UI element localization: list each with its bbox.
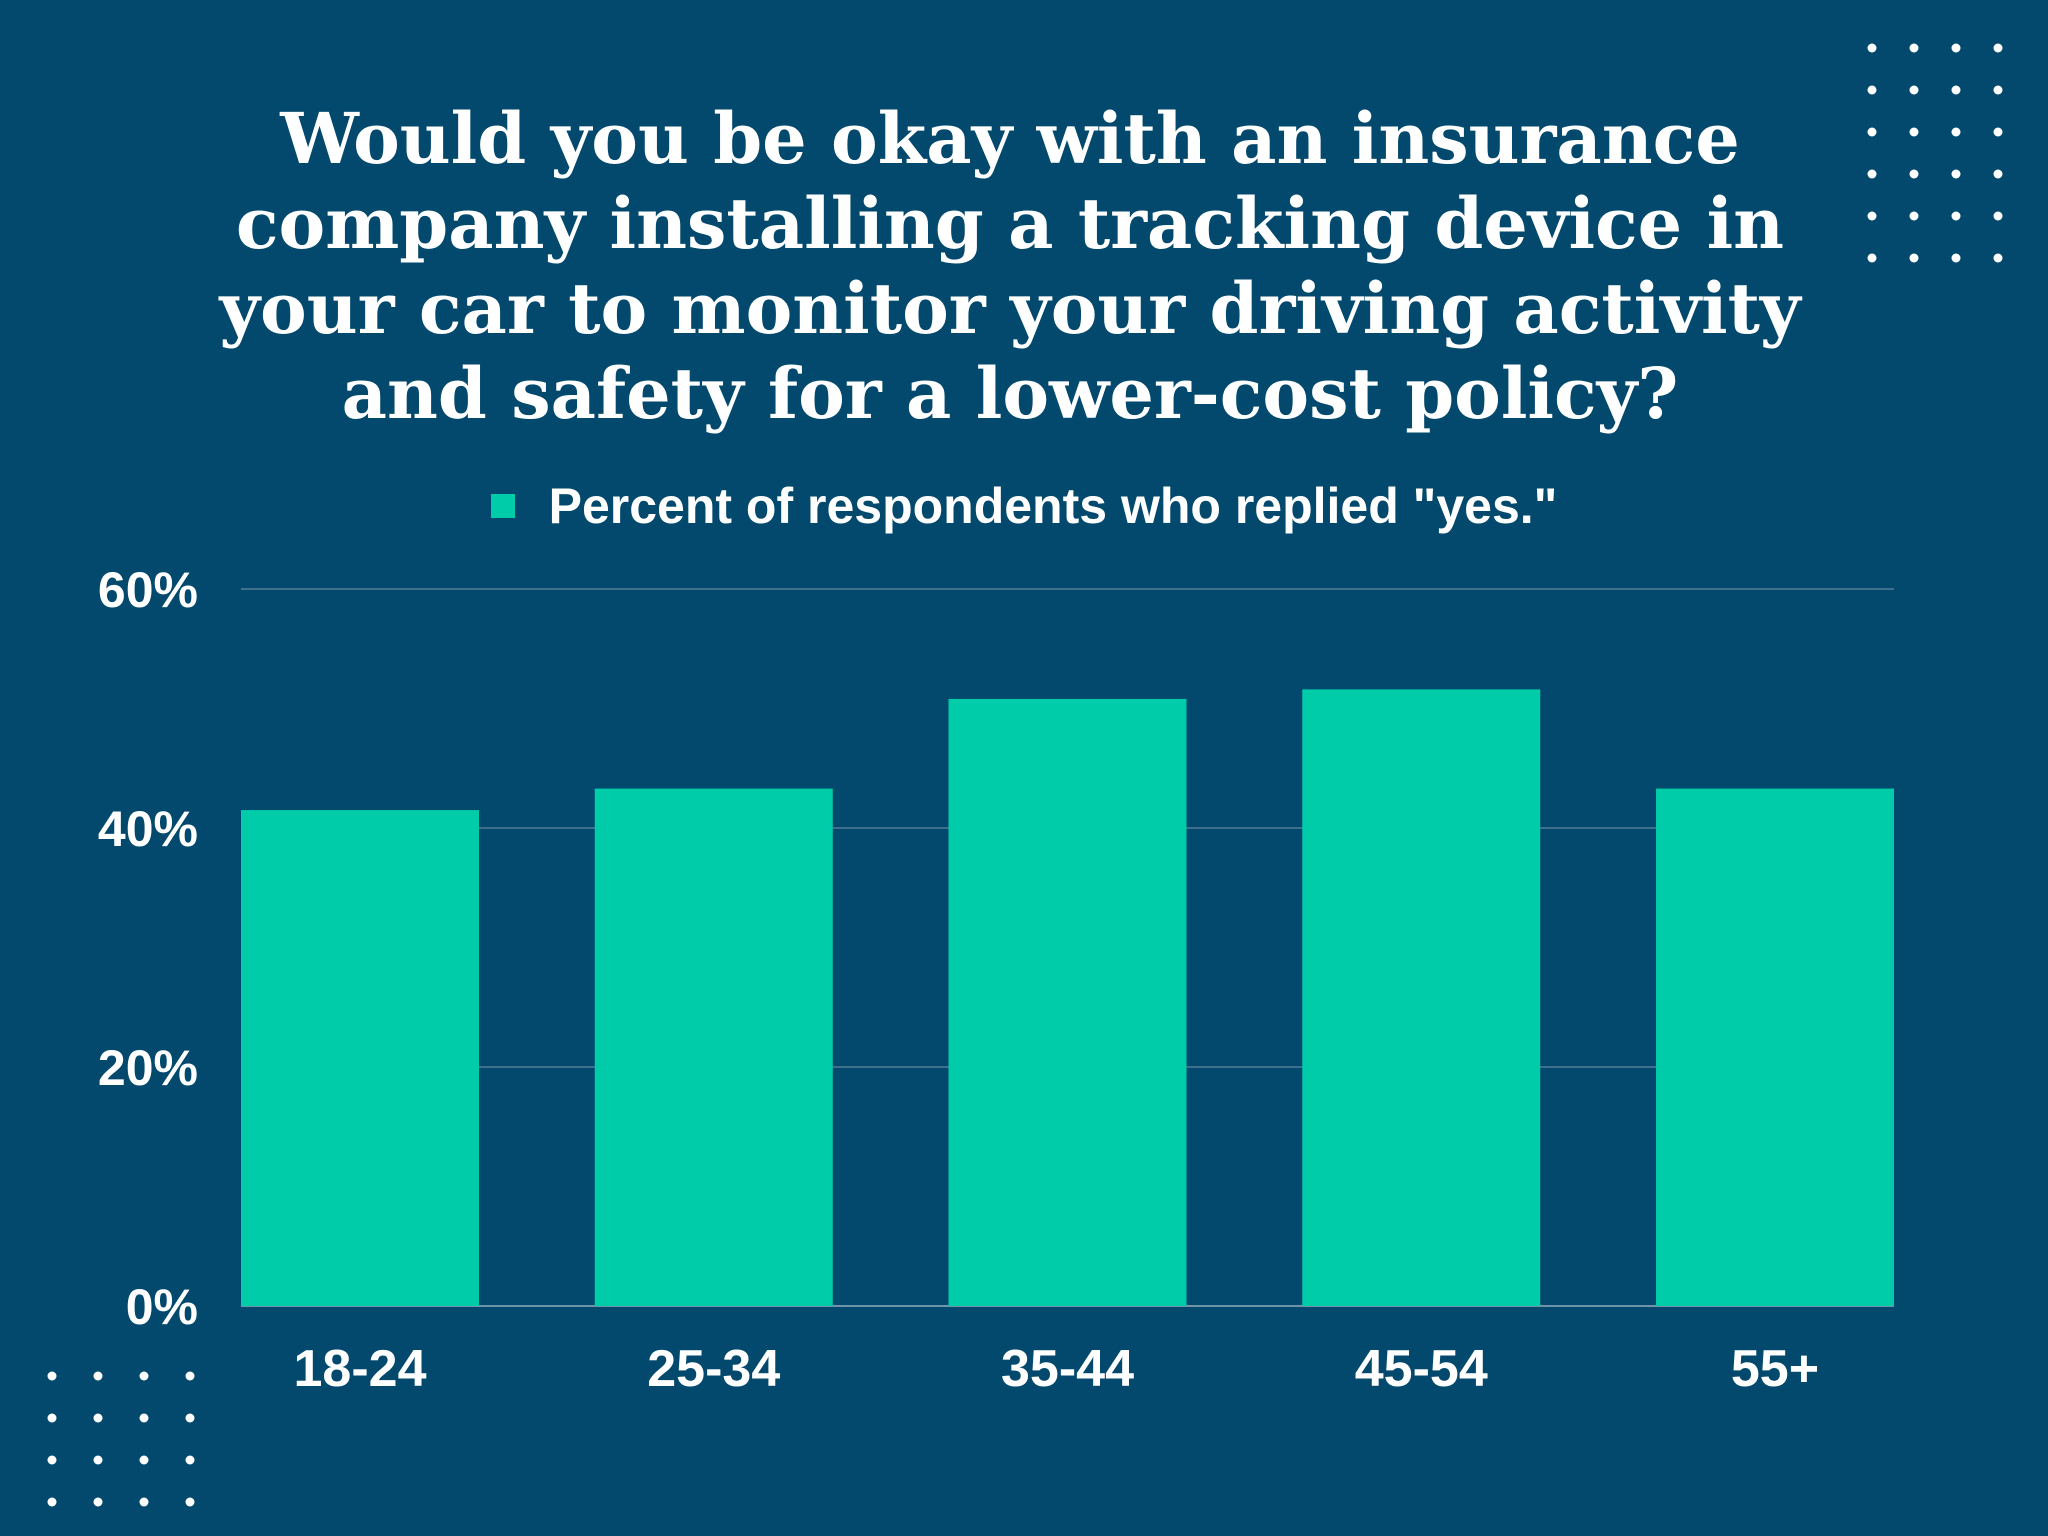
decorative-dot bbox=[1909, 43, 1919, 53]
decorative-dot bbox=[47, 1455, 57, 1465]
legend-label: Percent of respondents who replied "yes.… bbox=[548, 478, 1558, 534]
decorative-dot bbox=[47, 1497, 57, 1507]
bar-25-34 bbox=[594, 788, 833, 1306]
bar-55+ bbox=[1656, 788, 1894, 1306]
decorative-dot bbox=[139, 1371, 149, 1381]
decorative-dot bbox=[1867, 85, 1877, 95]
decorative-dot bbox=[1951, 211, 1961, 221]
y-tick-labels: 0% 20% 40% 60% bbox=[98, 562, 198, 1335]
decorative-dot bbox=[185, 1497, 195, 1507]
x-tick-label: 55+ bbox=[1731, 1340, 1819, 1398]
bar-35-44 bbox=[948, 698, 1187, 1306]
decorative-dot bbox=[93, 1371, 103, 1381]
y-tick-label: 0% bbox=[126, 1279, 198, 1335]
decorative-dot bbox=[1909, 169, 1919, 179]
bar-18-24 bbox=[241, 810, 479, 1306]
decorative-dot bbox=[1909, 211, 1919, 221]
decorative-dot bbox=[1909, 253, 1919, 263]
decorative-dot bbox=[1993, 43, 2003, 53]
decorative-dot bbox=[93, 1455, 103, 1465]
decorative-dot bbox=[1951, 253, 1961, 263]
y-tick-label: 60% bbox=[98, 562, 198, 618]
x-tick-label: 35-44 bbox=[1001, 1340, 1134, 1398]
x-tick-label: 25-34 bbox=[647, 1340, 780, 1398]
decorative-dot bbox=[1993, 85, 2003, 95]
chart-legend: Percent of respondents who replied "yes.… bbox=[0, 476, 2048, 536]
decorative-dot bbox=[185, 1413, 195, 1423]
decorative-dot bbox=[1867, 253, 1877, 263]
decorative-dot bbox=[185, 1455, 195, 1465]
decorative-dot bbox=[1951, 85, 1961, 95]
decorative-dot bbox=[1993, 253, 2003, 263]
decorative-dot bbox=[1867, 127, 1877, 137]
decorative-dot bbox=[47, 1371, 57, 1381]
bars bbox=[241, 689, 1894, 1306]
decorative-dot bbox=[1867, 169, 1877, 179]
decorative-dot bbox=[1993, 127, 2003, 137]
x-tick-label: 18-24 bbox=[294, 1340, 427, 1398]
decorative-dot bbox=[1993, 211, 2003, 221]
y-tick-label: 40% bbox=[98, 801, 198, 857]
decorative-dot bbox=[93, 1413, 103, 1423]
decorative-dot bbox=[93, 1497, 103, 1507]
decorative-dots-bottom-left bbox=[47, 1371, 195, 1507]
x-tick-labels: 18-24 25-34 35-44 45-54 55+ bbox=[294, 1340, 1820, 1398]
decorative-dot bbox=[47, 1413, 57, 1423]
legend-swatch bbox=[490, 493, 515, 518]
decorative-dot bbox=[139, 1455, 149, 1465]
decorative-dot bbox=[1867, 43, 1877, 53]
decorative-dot bbox=[139, 1497, 149, 1507]
decorative-dot bbox=[1951, 169, 1961, 179]
y-tick-label: 20% bbox=[98, 1040, 198, 1096]
decorative-dot bbox=[1993, 169, 2003, 179]
decorative-dot bbox=[185, 1371, 195, 1381]
decorative-dot bbox=[139, 1413, 149, 1423]
bar-45-54 bbox=[1302, 689, 1541, 1306]
chart-title: Would you be okay with an insurance comp… bbox=[219, 97, 1801, 435]
decorative-dots-top-right bbox=[1867, 43, 2003, 263]
decorative-dot bbox=[1909, 127, 1919, 137]
decorative-dot bbox=[1951, 127, 1961, 137]
decorative-dot bbox=[1867, 211, 1877, 221]
decorative-dot bbox=[1909, 85, 1919, 95]
decorative-dot bbox=[1951, 43, 1961, 53]
x-tick-label: 45-54 bbox=[1355, 1340, 1488, 1398]
